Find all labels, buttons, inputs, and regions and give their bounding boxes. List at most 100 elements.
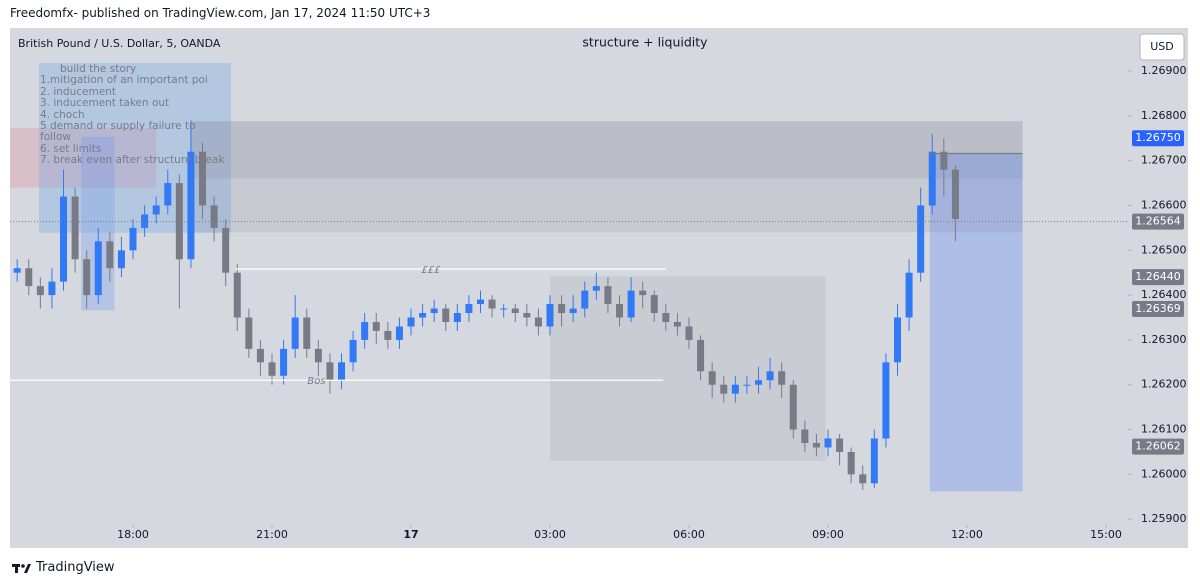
note-line: 7. break even after structure break bbox=[40, 154, 225, 167]
candle-body bbox=[940, 151, 948, 170]
candle-body bbox=[662, 313, 670, 322]
y-tick-label: 1.26200 bbox=[1141, 378, 1187, 391]
zone bbox=[929, 153, 1023, 492]
candle-body bbox=[338, 362, 346, 381]
note-line: 6. set limits bbox=[40, 142, 102, 155]
price-label-box bbox=[1132, 130, 1184, 147]
candle-body bbox=[697, 339, 705, 372]
logo bbox=[12, 563, 31, 573]
candle-body bbox=[453, 313, 461, 322]
x-tick-label: 21:00 bbox=[256, 528, 288, 541]
y-tick-label: 1.26600 bbox=[1141, 198, 1187, 211]
candle-body bbox=[824, 438, 832, 448]
candle-body bbox=[847, 451, 855, 475]
candle-body bbox=[60, 196, 68, 282]
price-label: 1.26564 bbox=[1135, 215, 1181, 228]
y-tick-label: 1.26900 bbox=[1141, 64, 1187, 77]
x-tick-label: 18:00 bbox=[117, 528, 149, 541]
footer-brand: TradingView bbox=[36, 560, 115, 575]
candle-body bbox=[48, 281, 56, 296]
candle-body bbox=[372, 321, 380, 331]
note-line: build the story bbox=[60, 63, 137, 75]
notes: build the story 1.mitigation of an import… bbox=[40, 63, 228, 167]
price-label-box bbox=[1132, 300, 1184, 317]
y-tick-label: 1.26700 bbox=[1141, 154, 1187, 167]
candle-body bbox=[523, 313, 531, 318]
price-label-box bbox=[1132, 269, 1184, 286]
candle-body bbox=[291, 317, 299, 349]
candle-body bbox=[94, 241, 102, 296]
candle-body bbox=[245, 317, 253, 349]
candle-body bbox=[500, 308, 508, 310]
candle-body bbox=[233, 272, 241, 318]
candle-body bbox=[303, 317, 311, 349]
candle-body bbox=[720, 384, 728, 394]
candle-body bbox=[639, 290, 647, 296]
candle-body bbox=[708, 371, 716, 385]
candle-body bbox=[870, 438, 878, 484]
y-tick-label: 1.25900 bbox=[1141, 512, 1187, 525]
zone bbox=[38, 62, 232, 233]
price-label-box bbox=[1132, 438, 1184, 455]
candle-body bbox=[314, 348, 322, 363]
annotation-label: Bos bbox=[307, 376, 325, 387]
candle-body bbox=[326, 362, 334, 381]
currency[interactable]: USD bbox=[1150, 40, 1174, 53]
note-line: 5 demand or supply failure to follow bbox=[40, 120, 196, 144]
y-tick-label: 1.26400 bbox=[1141, 288, 1187, 301]
candle-body bbox=[430, 308, 438, 314]
price-label: 1.26062 bbox=[1135, 440, 1181, 453]
candle-body bbox=[280, 348, 288, 376]
candle-body bbox=[164, 183, 172, 206]
x-tick-label: 09:00 bbox=[812, 528, 844, 541]
x-tick-label: 17 bbox=[403, 528, 418, 541]
candle-body bbox=[801, 429, 809, 443]
y-tick-label: 1.26300 bbox=[1141, 333, 1187, 346]
candle-body bbox=[650, 295, 658, 314]
candle-body bbox=[117, 250, 125, 269]
candle-body bbox=[743, 384, 751, 386]
candle-body bbox=[511, 308, 519, 314]
zone bbox=[190, 121, 1023, 179]
candle-body bbox=[789, 384, 797, 430]
candle-body bbox=[951, 169, 959, 219]
candle-body bbox=[187, 151, 195, 260]
price-label: 1.26750 bbox=[1135, 131, 1181, 144]
candle-body bbox=[558, 304, 566, 314]
candle-body bbox=[754, 380, 762, 385]
candle-body bbox=[210, 205, 218, 228]
note-line: 4. choch bbox=[40, 108, 85, 121]
candle-body bbox=[546, 304, 554, 327]
candle-body bbox=[836, 438, 844, 452]
candle-body bbox=[534, 317, 542, 327]
candle-body bbox=[893, 317, 901, 363]
candle-body bbox=[917, 205, 925, 273]
x-tick-label: 06:00 bbox=[673, 528, 705, 541]
y-tick-label: 1.26800 bbox=[1141, 109, 1187, 122]
candle-body bbox=[222, 227, 230, 273]
header: Freedomfx- published on TradingView.com,… bbox=[10, 6, 431, 20]
candle-body bbox=[859, 474, 867, 484]
candle-body bbox=[36, 286, 44, 296]
candle-body bbox=[442, 308, 450, 322]
candle-body bbox=[905, 272, 913, 318]
currency-button[interactable] bbox=[1139, 33, 1185, 61]
candle-body bbox=[778, 371, 786, 385]
candle-body bbox=[141, 214, 149, 228]
x-tick-label: 15:00 bbox=[1090, 528, 1122, 541]
note-line: 3. inducement taken out bbox=[40, 97, 170, 110]
candle-body bbox=[731, 384, 739, 394]
symbol: British Pound / U.S. Dollar, 5, OANDA bbox=[18, 37, 221, 50]
candle-body bbox=[882, 362, 890, 439]
candle-body bbox=[199, 151, 207, 206]
candle-body bbox=[673, 321, 681, 327]
candle-body bbox=[488, 299, 496, 309]
candle-body bbox=[384, 330, 392, 340]
candle-body bbox=[766, 371, 774, 381]
candle-body bbox=[407, 317, 415, 327]
annotation-label: £££ bbox=[421, 265, 441, 276]
zone bbox=[550, 276, 826, 461]
candle-body bbox=[477, 299, 485, 305]
